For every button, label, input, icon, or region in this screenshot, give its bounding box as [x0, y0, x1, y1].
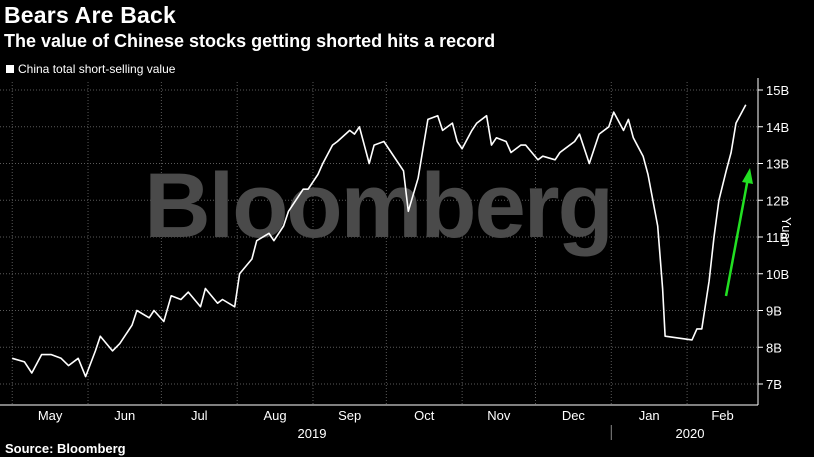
y-tick-label: 9B	[766, 304, 782, 319]
x-tick-label: Jul	[191, 408, 208, 423]
x-tick-label: May	[38, 408, 63, 423]
x-tick-label: Nov	[487, 408, 511, 423]
x-tick-label: Sep	[338, 408, 361, 423]
x-tick-label: Aug	[264, 408, 287, 423]
x-tick-label: Feb	[711, 408, 733, 423]
y-tick-label: 13B	[766, 157, 789, 172]
y-tick-label: 8B	[766, 340, 782, 355]
series-line-short-selling	[11, 104, 747, 378]
chart-subtitle: The value of Chinese stocks getting shor…	[4, 31, 496, 51]
axes: 7B 8B 9B 10B 11B 12B 13B 14B 15B May Jun Jul Aug Sep O…	[0, 78, 789, 441]
source-note: Source: Bloomberg	[5, 441, 126, 456]
legend: China total short-selling value	[6, 62, 175, 76]
year-label: 2020	[676, 426, 705, 441]
x-tick-label: Jun	[114, 408, 135, 423]
y-tick-label: 10B	[766, 267, 789, 282]
y-axis-label: Yuan	[779, 217, 794, 247]
legend-swatch	[6, 65, 14, 73]
x-tick-label: Oct	[414, 408, 435, 423]
legend-label: China total short-selling value	[18, 62, 176, 76]
green-arrow-icon	[724, 168, 753, 297]
gridlines	[0, 82, 759, 405]
watermark: Bloomberg	[144, 155, 612, 257]
x-tick-label: Dec	[562, 408, 586, 423]
y-tick-label: 15B	[766, 83, 789, 98]
y-tick-label: 7B	[766, 377, 782, 392]
year-label: 2019	[298, 426, 327, 441]
x-tick-label: Jan	[639, 408, 660, 423]
y-tick-label: 12B	[766, 193, 789, 208]
y-tick-label: 11B	[766, 230, 788, 245]
y-tick-label: 14B	[766, 120, 789, 135]
chart-title: Bears Are Back	[4, 2, 176, 28]
